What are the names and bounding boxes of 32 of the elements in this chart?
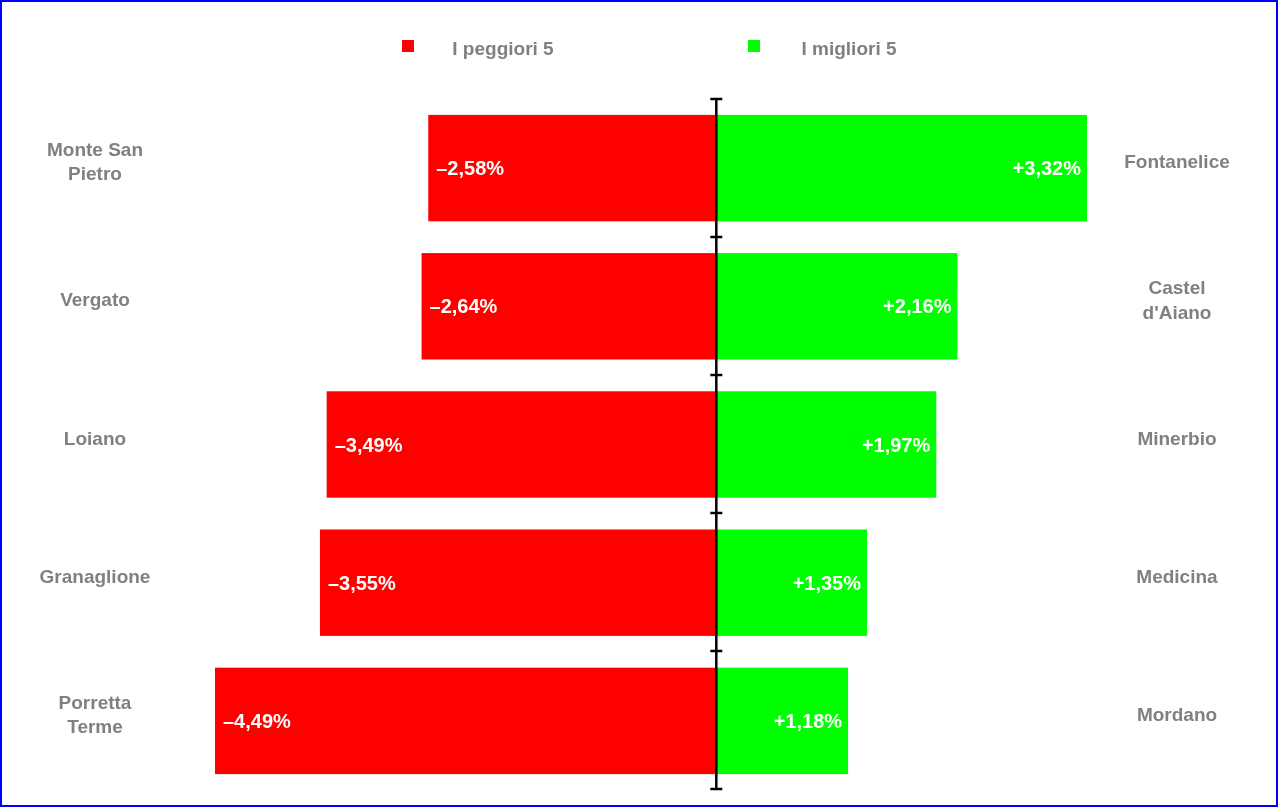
- y2-tick-label: Minerbio: [1137, 427, 1217, 449]
- data-label: +1,18%: [773, 709, 843, 732]
- data-label: –4,49%: [223, 709, 292, 732]
- data-label: +2,16%: [883, 295, 952, 318]
- data-label: +1,97%: [861, 433, 931, 456]
- data-label: –2,58%: [436, 157, 505, 180]
- bar: [326, 391, 717, 498]
- data-label: –3,55%: [327, 571, 396, 594]
- data-label: +1,35%: [792, 571, 862, 594]
- y-tick-label: Loiano: [63, 427, 127, 449]
- y-tick-label: Granaglione: [39, 565, 151, 587]
- bar: [716, 529, 868, 636]
- data-label: –3,49%: [334, 433, 403, 456]
- bar: [716, 253, 958, 360]
- y2-tick-label: Mordano: [1136, 703, 1218, 725]
- y-tick-label: Monte San Pietro: [46, 138, 144, 185]
- bar: [716, 114, 1087, 222]
- data-label: +3,32%: [1012, 157, 1082, 180]
- y2-tick-label: Castel d'Aiano: [1142, 276, 1212, 323]
- data-label: –2,64%: [429, 295, 498, 318]
- y2-tick-label: Medicina: [1136, 565, 1219, 587]
- bar: [421, 253, 717, 360]
- bar: [319, 529, 717, 636]
- y-tick-label: Porretta Terme: [58, 691, 132, 738]
- y-tick-label: Vergato: [60, 289, 130, 311]
- bar: [428, 114, 717, 222]
- legend-label: I peggiori 5: [452, 37, 555, 59]
- bar: [716, 391, 937, 498]
- legend-label: I migliori 5: [801, 37, 897, 59]
- bar: [716, 667, 849, 775]
- y2-tick-label: Fontanelice: [1124, 151, 1230, 173]
- bar: [215, 667, 717, 775]
